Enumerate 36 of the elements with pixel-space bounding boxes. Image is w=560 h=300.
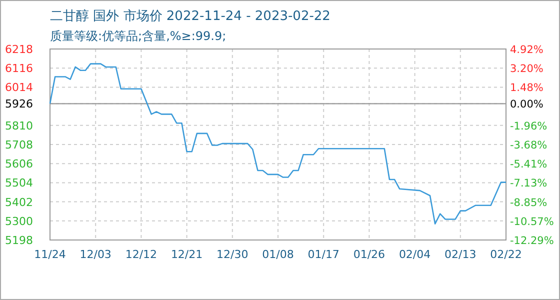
x-tick-label: 02/04 — [398, 248, 431, 261]
y-tick-label: 5402 — [5, 196, 33, 209]
x-tick-label: 12/21 — [170, 248, 203, 261]
y-tick-label: 5300 — [5, 214, 33, 228]
chart-subtitle: 质量等级:优等品;含量,%≥:99.9; — [50, 29, 226, 43]
chart-title: 二甘醇 国外 市场价 2022-11-24 - 2023-02-22 — [50, 9, 330, 24]
x-tick-label: 01/17 — [308, 248, 340, 261]
x-tick-label: 12/03 — [80, 248, 112, 261]
y-tick-label: 5708 — [5, 138, 33, 152]
y2-tick-label: 1.48% — [510, 82, 544, 94]
x-tick-label: 12/30 — [216, 248, 248, 261]
x-tick-label: 02/13 — [444, 248, 476, 261]
y-tick-label: 5504 — [5, 176, 33, 190]
y-tick-label: 5606 — [5, 158, 33, 171]
x-tick-label: 12/12 — [125, 248, 158, 261]
x-tick-label: 11/24 — [34, 248, 66, 261]
y2-tick-label: 4.92% — [510, 44, 544, 56]
y2-tick-label: -7.13% — [510, 178, 548, 190]
y2-tick-label: -12.29% — [510, 235, 554, 247]
y-tick-label: 6116 — [5, 62, 33, 76]
x-tick-label: 01/26 — [353, 248, 386, 261]
x-tick-label: 01/08 — [262, 248, 294, 261]
line-series — [49, 63, 507, 225]
y2-tick-label: -3.68% — [510, 139, 548, 152]
y-tick-label: 6014 — [5, 81, 33, 94]
y-tick-label: 5810 — [5, 119, 33, 132]
y-tick-label: 6218 — [5, 43, 33, 56]
y-tick-label: 5926 — [5, 98, 33, 111]
y2-tick-label: 3.20% — [510, 63, 544, 76]
y2-tick-label: 0.00% — [510, 98, 544, 111]
x-tick-label: 02/22 — [490, 248, 522, 261]
y2-tick-label: -10.57% — [510, 216, 554, 228]
y2-tick-label: -1.96% — [510, 120, 548, 132]
y2-tick-label: -5.41% — [510, 158, 548, 171]
y2-tick-label: -8.85% — [510, 196, 548, 209]
y-tick-label: 5198 — [5, 234, 33, 247]
